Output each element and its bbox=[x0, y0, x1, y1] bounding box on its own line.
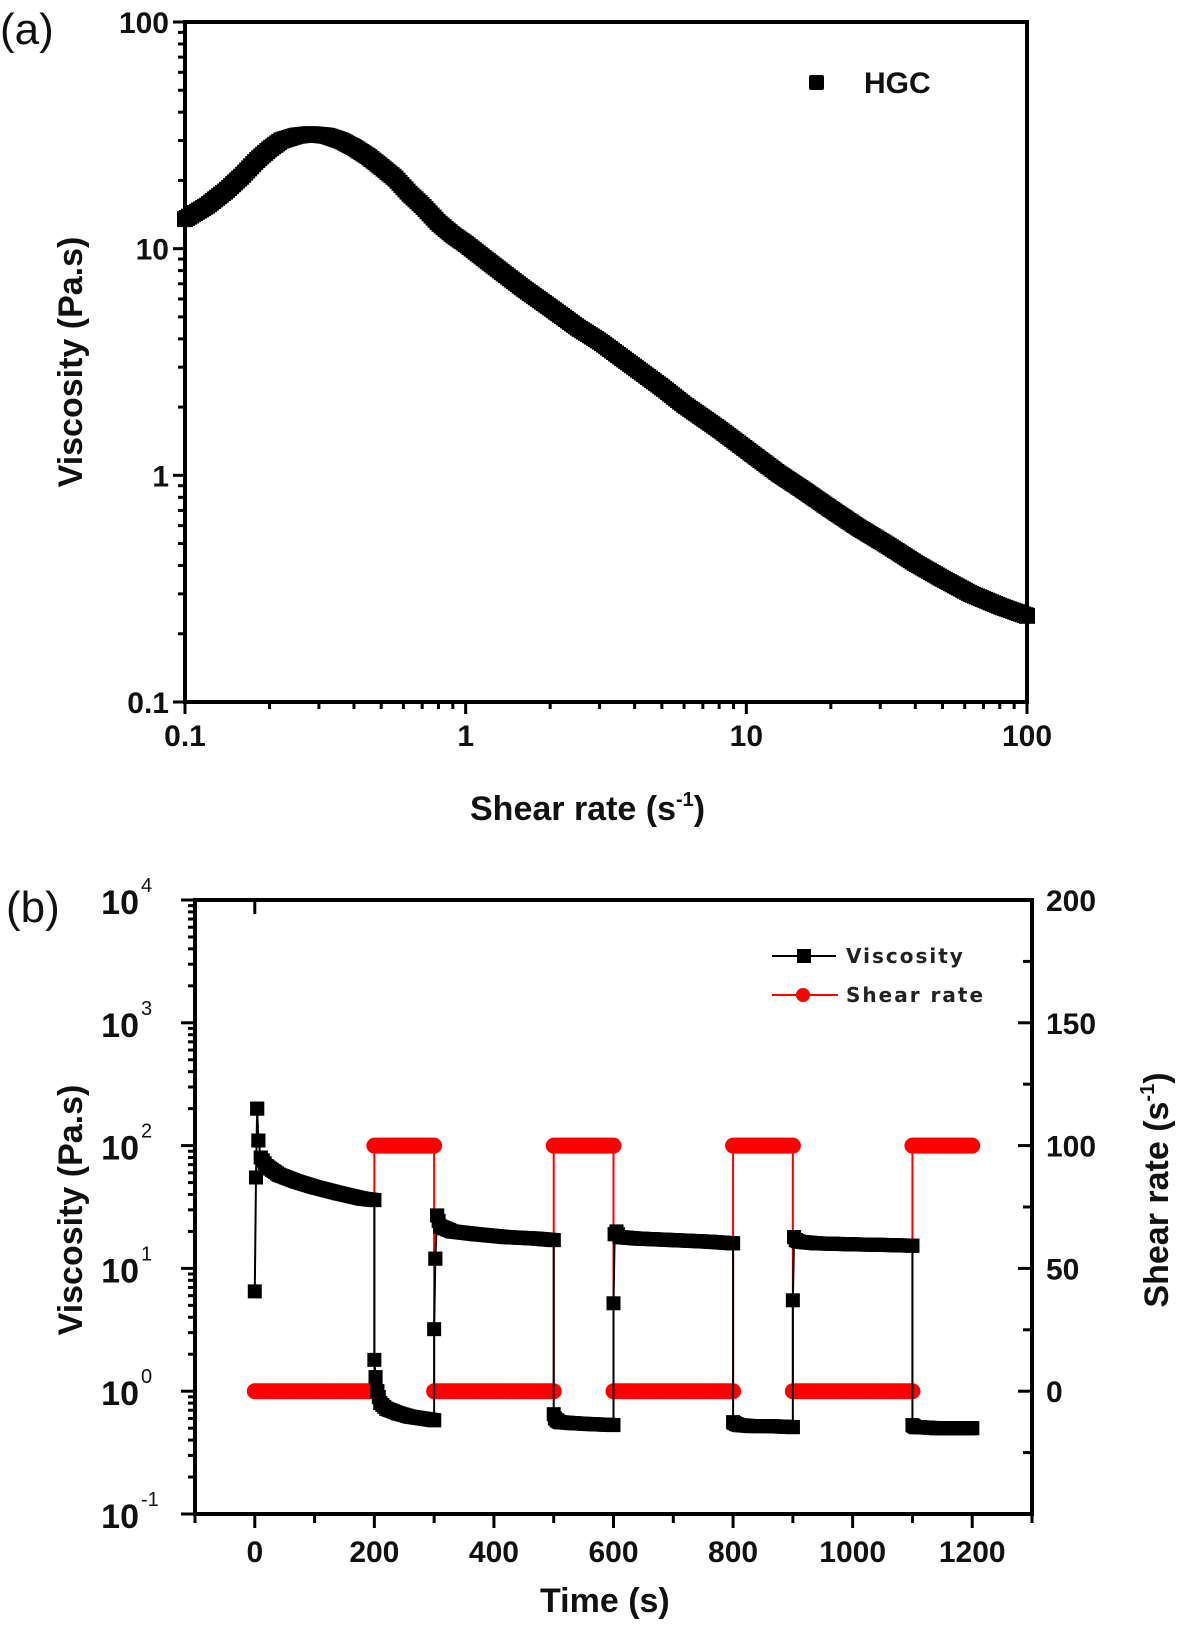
viscosity-point bbox=[905, 1238, 920, 1253]
panel-b-y2-axis-title: Shear rate (s-1) bbox=[1137, 1072, 1176, 1307]
y-tick-label: 1 bbox=[152, 460, 169, 493]
viscosity-point bbox=[250, 1101, 265, 1116]
shear-rate-point bbox=[784, 1137, 801, 1154]
viscosity-point bbox=[606, 1418, 621, 1433]
legend-marker-shear-rate bbox=[796, 988, 810, 1002]
viscosity-point bbox=[427, 1413, 442, 1428]
legend-marker-hgc bbox=[809, 75, 824, 90]
viscosity-point bbox=[785, 1420, 800, 1435]
y-tick-label-exponent: 4 bbox=[141, 875, 152, 897]
panel-a-ticks bbox=[173, 20, 1029, 714]
legend-marker-viscosity bbox=[797, 949, 811, 963]
panel-label-b: (b) bbox=[6, 883, 60, 932]
shear-rate-point bbox=[426, 1137, 443, 1154]
y2-tick-label: 0 bbox=[1046, 1376, 1063, 1409]
y-tick-label-exponent: 2 bbox=[141, 1121, 152, 1143]
x-tick-label: 1200 bbox=[939, 1536, 1006, 1569]
x-tick-label: 0.1 bbox=[164, 720, 206, 753]
x-tick-label: 0 bbox=[246, 1536, 263, 1569]
x-tick-label: 600 bbox=[588, 1536, 638, 1569]
shear-rate-point bbox=[964, 1137, 981, 1154]
legend-label-shear-rate: Shear rate bbox=[846, 983, 985, 1007]
panel-a: (a) 0.1 1 10 100 0.1 1 10 100 Shear rate (s-1)… bbox=[0, 5, 1052, 828]
viscosity-point bbox=[427, 1322, 442, 1337]
panel-a-x-axis-title: Shear rate (s-1) bbox=[470, 789, 705, 828]
panel-b-y2-tick-labels: 0 50 100 150 200 bbox=[1046, 885, 1096, 1409]
x-tick-label: 100 bbox=[1002, 720, 1052, 753]
y2-tick-label: 200 bbox=[1046, 885, 1096, 918]
panel-b-x-axis-title: Time (s) bbox=[540, 1582, 670, 1620]
panel-a-y-tick-labels: 0.1 1 10 100 bbox=[119, 7, 169, 720]
y-tick-label: 10 bbox=[101, 1007, 139, 1045]
viscosity-point bbox=[367, 1352, 382, 1367]
legend-label-viscosity: Viscosity bbox=[846, 944, 965, 968]
panel-b-y2-axis-title-sup: -1 bbox=[1137, 1084, 1159, 1102]
panel-a-frame bbox=[183, 20, 1029, 704]
viscosity-point bbox=[367, 1193, 382, 1208]
legend-label-hgc: HGC bbox=[864, 67, 931, 100]
viscosity-point bbox=[606, 1296, 621, 1311]
panel-b-y-axis-title: Viscosity (Pa.s) bbox=[52, 1085, 90, 1336]
viscosity-point bbox=[965, 1421, 980, 1436]
y-tick-label: 10 bbox=[101, 1252, 139, 1290]
y2-tick-label: 50 bbox=[1046, 1253, 1079, 1286]
x-tick-label: 1 bbox=[457, 720, 474, 753]
x-tick-label: 200 bbox=[349, 1536, 399, 1569]
panel-b-y2-axis-title-close: ) bbox=[1138, 1072, 1176, 1083]
panel-a-x-axis-title-sup: -1 bbox=[676, 789, 694, 811]
panel-a-data bbox=[177, 126, 1035, 624]
y-tick-label: 10 bbox=[101, 1375, 139, 1413]
panel-a-y-axis-title: Viscosity (Pa.s) bbox=[52, 237, 90, 488]
y-tick-label: 10 bbox=[136, 234, 169, 267]
y2-tick-label: 100 bbox=[1046, 1131, 1096, 1164]
panel-b: (b) 0 200 400 600 800 1000 1200 10 -110 010 110 21… bbox=[6, 875, 1176, 1620]
viscosity-point bbox=[428, 1251, 443, 1266]
panel-a-x-axis-title-text: Shear rate (s bbox=[470, 790, 676, 828]
x-tick-label: 800 bbox=[708, 1536, 758, 1569]
shear-rate-point bbox=[605, 1137, 622, 1154]
y-tick-label: 0.1 bbox=[127, 687, 169, 720]
viscosity-point bbox=[368, 1370, 383, 1385]
y-tick-label: 100 bbox=[119, 7, 169, 40]
y2-tick-label: 150 bbox=[1046, 1008, 1096, 1041]
y-tick-label: 10 bbox=[101, 1498, 139, 1536]
panel-b-frame bbox=[193, 898, 1034, 1516]
panel-b-x-tick-labels: 0 200 400 600 800 1000 1200 bbox=[246, 1536, 1005, 1569]
y-tick-label-exponent: -1 bbox=[141, 1489, 159, 1511]
x-tick-label: 1000 bbox=[819, 1536, 886, 1569]
panel-a-x-tick-labels: 0.1 1 10 100 bbox=[164, 720, 1052, 753]
panel-a-x-axis-title-close: ) bbox=[694, 790, 705, 828]
panel-b-y2-axis-title-text: Shear rate (s bbox=[1138, 1102, 1176, 1308]
panel-b-legend: Viscosity Shear rate bbox=[772, 944, 985, 1007]
viscosity-point bbox=[248, 1170, 263, 1185]
y-tick-label-exponent: 3 bbox=[141, 998, 152, 1020]
viscosity-point bbox=[785, 1293, 800, 1308]
y-tick-label: 10 bbox=[101, 884, 139, 922]
viscosity-point bbox=[726, 1236, 741, 1251]
y-tick-label-exponent: 1 bbox=[141, 1243, 152, 1265]
viscosity-point bbox=[251, 1133, 266, 1148]
panel-a-legend: HGC bbox=[809, 67, 931, 100]
y-tick-label: 10 bbox=[101, 1130, 139, 1168]
viscosity-point bbox=[247, 1284, 262, 1299]
viscosity-point bbox=[546, 1233, 561, 1248]
x-tick-label: 10 bbox=[730, 720, 763, 753]
panel-b-data bbox=[246, 1101, 981, 1436]
x-tick-label: 400 bbox=[469, 1536, 519, 1569]
y-tick-label-exponent: 0 bbox=[141, 1366, 152, 1388]
panel-label-a: (a) bbox=[0, 5, 54, 54]
